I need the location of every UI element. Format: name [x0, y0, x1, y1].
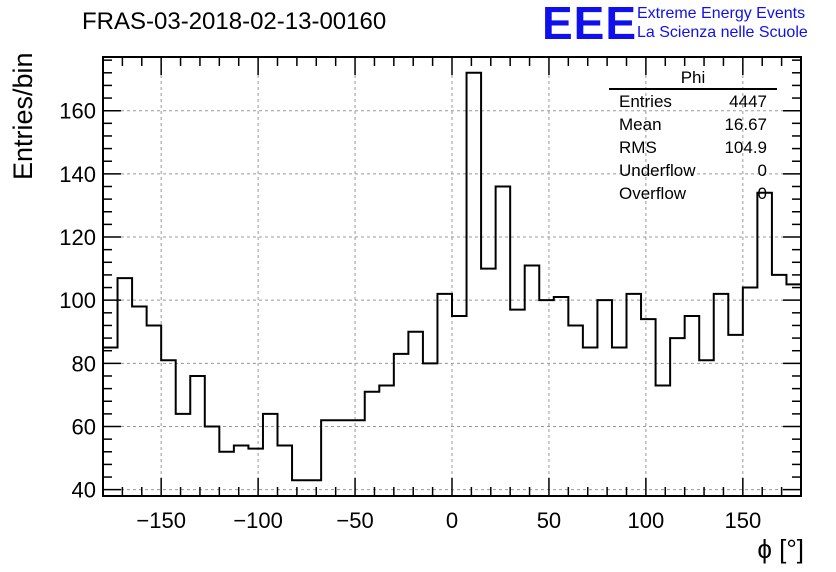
x-tick-label: 0	[446, 508, 458, 533]
stats-row-entries: Entries 4447	[609, 90, 777, 113]
logo-line-2: La Scienza nelle Scuole	[637, 24, 808, 41]
stats-value: 104.9	[724, 138, 767, 157]
stats-title: Phi	[609, 68, 777, 90]
stats-label: RMS	[619, 138, 657, 157]
stats-row-mean: Mean 16.67	[609, 113, 777, 136]
stats-label: Overflow	[619, 184, 687, 203]
stats-label: Entries	[619, 92, 672, 111]
x-tick-label: 100	[628, 508, 665, 533]
tick-labels: −150 −100 −50 0 50 100 150 40 60 80 100 120 140 160	[59, 99, 761, 533]
x-axis-label: ϕ [°]	[757, 534, 804, 564]
x-tick-label: −150	[136, 508, 186, 533]
stats-row-overflow: Overflow 0	[609, 182, 777, 205]
stats-value: 16.67	[724, 115, 767, 134]
y-tick-label: 120	[59, 225, 96, 250]
stats-value: 0	[757, 184, 767, 203]
stats-row-rms: RMS 104.9	[609, 136, 777, 159]
y-tick-label: 140	[59, 162, 96, 187]
x-tick-label: 50	[537, 508, 561, 533]
stats-label: Underflow	[619, 161, 696, 180]
stats-value: 0	[757, 161, 767, 180]
histogram-line	[103, 71, 802, 482]
logo-subtitle: Extreme Energy Events La Scienza nelle S…	[637, 4, 808, 42]
stats-label: Mean	[619, 115, 662, 134]
chart-title: FRAS-03-2018-02-13-00160	[82, 8, 387, 35]
y-tick-label: 160	[59, 99, 96, 124]
x-tick-label: 150	[724, 508, 761, 533]
y-tick-label: 40	[72, 478, 96, 503]
stats-box: Phi Entries 4447 Mean 16.67 RMS 104.9 Underflo…	[609, 68, 777, 205]
stats-row-underflow: Underflow 0	[609, 159, 777, 182]
y-tick-label: 100	[59, 288, 96, 313]
x-tick-label: −100	[233, 508, 283, 533]
eee-logo: EEE	[542, 0, 638, 49]
stats-value: 4447	[729, 92, 767, 111]
y-tick-label: 60	[72, 415, 96, 440]
y-tick-label: 80	[72, 351, 96, 376]
logo-line-1: Extreme Energy Events	[637, 5, 806, 22]
axis-ticks	[102, 57, 802, 496]
x-tick-label: −50	[336, 508, 373, 533]
plot-frame	[102, 56, 802, 497]
